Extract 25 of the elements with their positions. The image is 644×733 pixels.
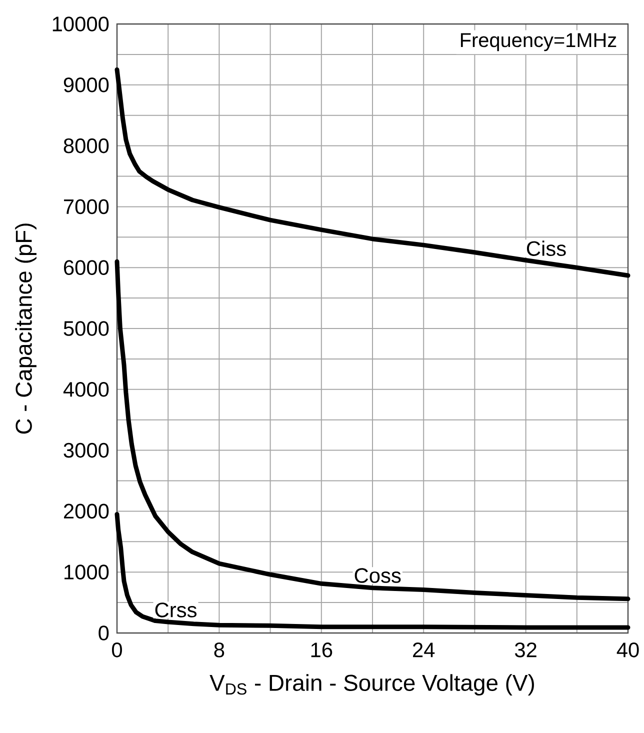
y-tick-label: 3000 (64, 442, 109, 458)
y-tick-label: 0 (98, 626, 109, 640)
line-series (114, 259, 630, 602)
series-label: Crss (155, 602, 196, 618)
x-tick-label: 0 (112, 642, 122, 658)
y-tick-label: 9000 (64, 77, 109, 92)
annotation: Frequency=1MHz (460, 33, 616, 52)
series-label: Ciss (526, 240, 566, 256)
x-tick-label: 8 (214, 642, 224, 658)
x-tick-label: 16 (311, 642, 332, 658)
line-series (114, 67, 630, 278)
y-tick-label: 2000 (64, 504, 109, 519)
x-tick-label: 24 (413, 642, 435, 658)
y-tick-label: 5000 (64, 321, 109, 336)
y-tick-label: 6000 (64, 260, 109, 275)
x-tick-label: 40 (616, 642, 639, 658)
y-axis-title: C - Capacitance (pF) (15, 224, 36, 434)
y-tick-label: 1000 (64, 564, 109, 580)
y-tick-label: 8000 (64, 138, 109, 154)
y-tick-label: 7000 (64, 199, 109, 214)
y-tick-label: 4000 (63, 382, 109, 397)
x-axis-title: V$_{DS}$ - Drain - Source Voltage (V) (210, 674, 534, 696)
x-tick-label: 32 (514, 642, 536, 658)
series-label: Coss (354, 568, 401, 583)
y-tick-label: 10000 (52, 16, 109, 32)
